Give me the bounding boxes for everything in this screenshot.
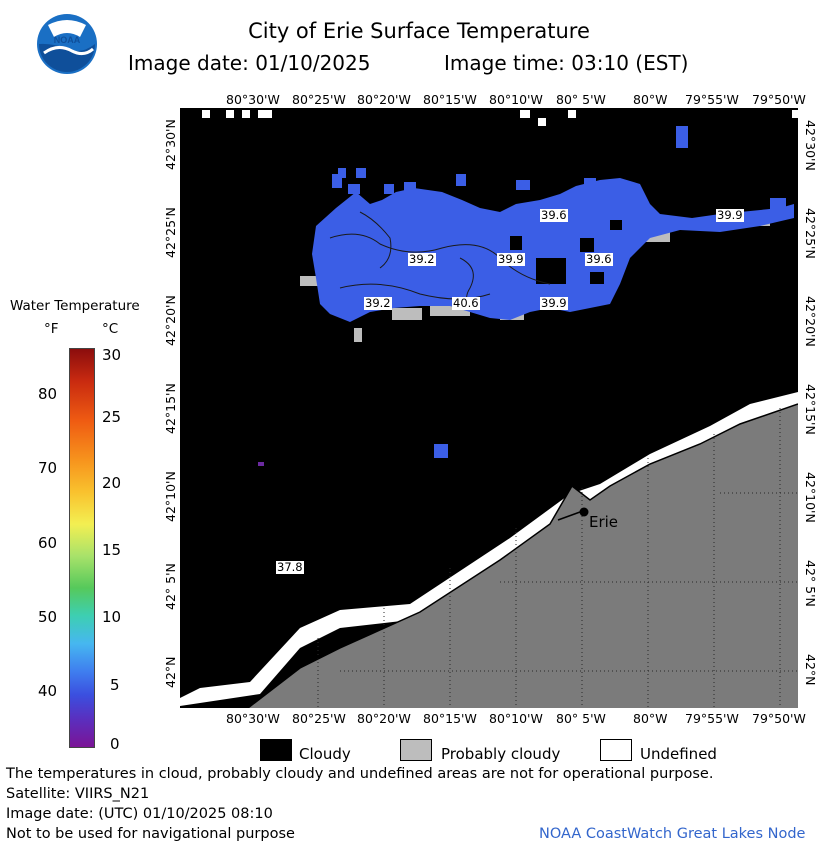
temp-label: 39.9 — [497, 252, 525, 266]
colorbar-c-tick: 25 — [102, 408, 122, 426]
lon-tick: 80°30'W — [226, 711, 280, 726]
lon-tick: 79°55'W — [685, 92, 739, 107]
lat-tick: 42°30'N — [803, 120, 818, 171]
temp-label: 39.9 — [716, 208, 744, 222]
lat-tick: 42° 5'N — [163, 563, 178, 610]
legend-label-probably-cloudy: Probably cloudy — [441, 745, 561, 763]
image-date: Image date: 01/10/2025 — [128, 51, 371, 75]
temp-label: 39.6 — [540, 208, 568, 222]
lon-tick: 80°20'W — [357, 711, 411, 726]
colorbar-f-tick: 40 — [38, 682, 58, 700]
colorbar-c-tick: 0 — [110, 735, 120, 753]
footer-satellite: Satellite: VIIRS_N21 — [6, 786, 150, 802]
lat-tick: 42°10'N — [803, 472, 818, 523]
legend-label-undefined: Undefined — [640, 745, 717, 763]
lon-tick: 79°50'W — [752, 711, 806, 726]
lon-tick: 80°30'W — [226, 92, 280, 107]
lat-tick: 42°20'N — [163, 295, 178, 346]
legend-swatch-undefined — [600, 739, 632, 761]
footer-utc-date: Image date: (UTC) 01/10/2025 08:10 — [6, 806, 273, 822]
colorbar-c-tick: 15 — [102, 541, 122, 559]
lon-tick: 79°50'W — [752, 92, 806, 107]
legend-swatch-probably-cloudy — [400, 739, 432, 761]
lat-tick: 42°25'N — [163, 207, 178, 258]
lon-tick: 80° 5'W — [556, 92, 606, 107]
lon-tick: 80°25'W — [292, 711, 346, 726]
colorbar-unit-f: °F — [44, 321, 59, 337]
city-label-erie: Erie — [589, 513, 619, 531]
colorbar-f-tick: 80 — [38, 385, 58, 403]
lat-tick: 42°20'N — [803, 296, 818, 347]
footer-navigation-warning: Not to be used for navigational purpose — [6, 826, 295, 842]
lon-tick: 80°20'W — [357, 92, 411, 107]
colorbar-f-tick: 50 — [38, 608, 58, 626]
temp-label: 39.6 — [585, 252, 613, 266]
svg-text:NOAA: NOAA — [54, 35, 81, 45]
lon-tick: 80°W — [633, 711, 668, 726]
credit-link[interactable]: NOAA CoastWatch Great Lakes Node — [539, 826, 806, 842]
colorbar-f-tick: 70 — [38, 459, 58, 477]
lon-tick: 80°25'W — [292, 92, 346, 107]
colorbar-title: Water Temperature — [10, 298, 140, 314]
colorbar-c-tick: 30 — [102, 346, 122, 364]
lon-tick: 80°W — [633, 92, 668, 107]
lon-tick: 80°10'W — [489, 92, 543, 107]
temp-label: 39.2 — [408, 252, 436, 266]
lat-tick: 42°25'N — [803, 208, 818, 259]
temp-label: 40.6 — [452, 296, 480, 310]
temp-label: 39.2 — [364, 296, 392, 310]
lat-tick: 42° 5'N — [803, 560, 818, 607]
legend-swatch-cloudy — [260, 739, 292, 761]
map-canvas — [180, 108, 799, 709]
footer-disclaimer: The temperatures in cloud, probably clou… — [6, 766, 714, 782]
lat-tick: 42°10'N — [163, 471, 178, 522]
lat-tick: 42°15'N — [803, 384, 818, 435]
lon-tick: 80° 5'W — [556, 711, 606, 726]
lon-tick: 80°10'W — [489, 711, 543, 726]
map-panel — [180, 108, 799, 709]
colorbar-f-tick: 60 — [38, 534, 58, 552]
lon-tick: 80°15'W — [423, 92, 477, 107]
lat-tick: 42°N — [163, 656, 178, 688]
colorbar — [69, 348, 95, 748]
page-title: City of Erie Surface Temperature — [248, 19, 590, 43]
colorbar-c-tick: 5 — [110, 676, 120, 694]
lat-tick: 42°15'N — [163, 383, 178, 434]
colorbar-c-tick: 20 — [102, 474, 122, 492]
colorbar-unit-c: °C — [102, 321, 119, 337]
temp-label: 39.9 — [540, 296, 568, 310]
noaa-logo: NOAA — [36, 13, 98, 75]
lat-tick: 42°30'N — [163, 119, 178, 170]
legend-label-cloudy: Cloudy — [299, 745, 351, 763]
temp-label: 37.8 — [276, 560, 304, 574]
lat-tick: 42°N — [803, 654, 818, 686]
colorbar-c-tick: 10 — [102, 608, 122, 626]
image-time: Image time: 03:10 (EST) — [444, 51, 689, 75]
lon-tick: 79°55'W — [685, 711, 739, 726]
lon-tick: 80°15'W — [423, 711, 477, 726]
